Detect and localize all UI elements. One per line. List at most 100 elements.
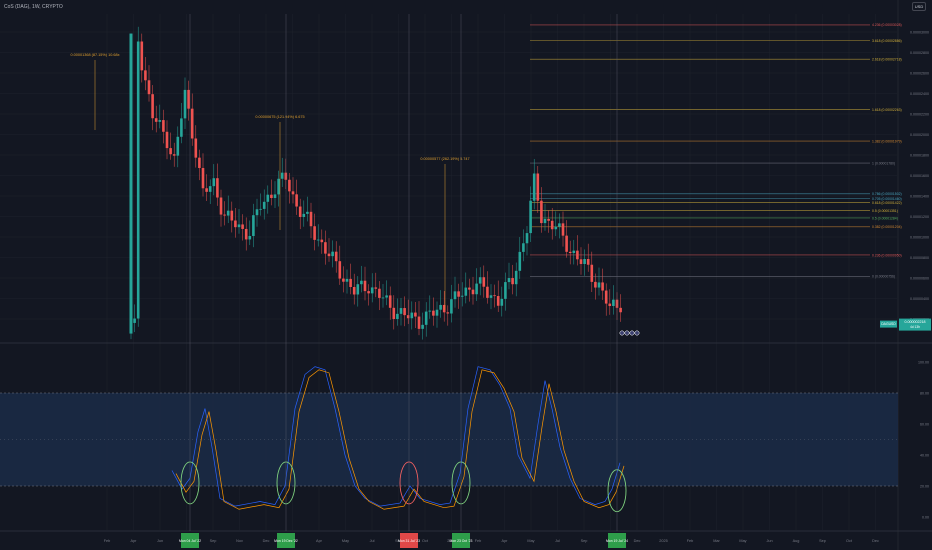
osc-tick-label: 80.00 xyxy=(920,392,929,396)
fib-level-label: 1 (0.00001780) xyxy=(872,161,895,165)
candle-body xyxy=(190,108,194,139)
osc-tick-label: 100.00 xyxy=(918,361,929,365)
price-tick-label: 0.00003000 xyxy=(910,31,929,35)
candle-body xyxy=(194,138,198,158)
symbol-title: CoS (DAG), 1W, CRYPTO xyxy=(4,4,63,10)
candle-body xyxy=(280,172,284,179)
candle-body xyxy=(381,297,385,299)
candle-body xyxy=(324,242,327,254)
fib-level-label: 4.236 (0.00003028) xyxy=(872,23,902,27)
candle-body xyxy=(237,224,241,228)
candle-body xyxy=(183,89,187,119)
fib-level-label: 2.618 (0.00002718) xyxy=(872,58,902,62)
candle-body xyxy=(223,214,226,216)
candle-body xyxy=(478,277,482,284)
candle-body xyxy=(327,253,331,257)
time-tick-label: Feb xyxy=(475,539,482,543)
candle-body xyxy=(590,264,594,282)
time-tick-label: Jun xyxy=(157,539,163,543)
time-tick-label: Apr xyxy=(502,539,509,543)
osc-tick-label: 60.00 xyxy=(920,423,929,427)
candle-body xyxy=(234,220,237,228)
time-tick-label: Nov xyxy=(236,539,243,543)
candle-body xyxy=(579,259,583,264)
price-tick-label: 0.00001600 xyxy=(910,174,929,178)
candle-body xyxy=(511,278,514,285)
candle-body xyxy=(230,210,234,221)
candle-body xyxy=(140,41,144,71)
price-tick-label: 0.00002400 xyxy=(910,92,929,96)
candle-body xyxy=(216,178,219,198)
candle-body xyxy=(273,194,277,199)
date-badge xyxy=(181,533,199,548)
time-tick-label: Jul xyxy=(555,539,560,543)
candle-body xyxy=(450,299,453,314)
candle-body xyxy=(363,280,367,292)
candle-body xyxy=(550,220,554,230)
candle-body xyxy=(147,80,151,95)
candle-body xyxy=(244,228,248,240)
last-price-box xyxy=(899,318,931,331)
candle-body xyxy=(262,201,266,209)
candle-body xyxy=(133,318,136,323)
candle-body xyxy=(345,278,349,282)
candle-body xyxy=(471,289,475,295)
candle-body xyxy=(331,251,334,257)
candle-body xyxy=(248,235,252,240)
candle-body xyxy=(446,312,450,314)
candle-body xyxy=(601,282,604,291)
osc-tick-label: 0.00 xyxy=(922,516,929,520)
time-tick-label: Feb xyxy=(687,539,694,543)
time-tick-label: May xyxy=(342,539,349,543)
time-tick-label: Sep xyxy=(210,539,217,543)
candle-body xyxy=(180,118,183,137)
candle-body xyxy=(205,188,208,192)
candle-body xyxy=(597,282,601,288)
time-tick-label: Dec xyxy=(872,539,879,543)
candle-body xyxy=(374,287,378,289)
time-tick-label: Mar xyxy=(713,539,720,543)
time-tick-label: Jul xyxy=(370,539,375,543)
price-tick-label: 0.00001200 xyxy=(910,215,929,219)
candle-body xyxy=(176,136,180,156)
candle-body xyxy=(442,304,446,313)
candle-body xyxy=(489,295,493,298)
currency-button[interactable]: USD xyxy=(912,2,926,11)
candle-body xyxy=(201,168,205,189)
candle-body xyxy=(320,239,324,243)
price-tick-label: 0.00002200 xyxy=(910,113,929,117)
candle-body xyxy=(406,315,410,319)
fib-level-label: 0.618 (0.00001422) xyxy=(872,201,902,205)
measure-label: 0.00001368 (87.15%) 10.68x xyxy=(71,53,120,57)
candle-body xyxy=(536,173,540,201)
candle-body xyxy=(169,148,172,155)
fib-level-label: 1.618 (0.00002263) xyxy=(872,108,902,112)
candle-body xyxy=(302,213,306,217)
candle-body xyxy=(370,287,374,294)
time-tick-label: Oct xyxy=(422,539,429,543)
candle-body xyxy=(486,286,489,298)
candle-body xyxy=(558,223,561,227)
candle-body xyxy=(378,288,381,298)
date-badge-label: Mon 19 Jul '24 xyxy=(606,539,628,543)
candle-body xyxy=(432,310,435,316)
launch-candle xyxy=(129,33,133,334)
fib-level-label: 0.5 (0.00001284) xyxy=(872,216,898,220)
candle-body xyxy=(388,295,392,308)
candle-body xyxy=(507,278,511,283)
candle-body xyxy=(136,41,140,319)
candle-body xyxy=(468,287,471,290)
event-icon xyxy=(629,330,635,336)
candle-body xyxy=(338,261,342,279)
candle-body xyxy=(529,200,532,234)
time-tick-label: Dec xyxy=(634,539,641,543)
candle-body xyxy=(208,186,212,192)
candle-body xyxy=(151,94,154,119)
candle-body xyxy=(241,224,244,229)
candle-body xyxy=(385,295,388,298)
time-tick-label: May xyxy=(739,539,746,543)
candle-body xyxy=(586,258,590,265)
candle-body xyxy=(403,308,406,316)
